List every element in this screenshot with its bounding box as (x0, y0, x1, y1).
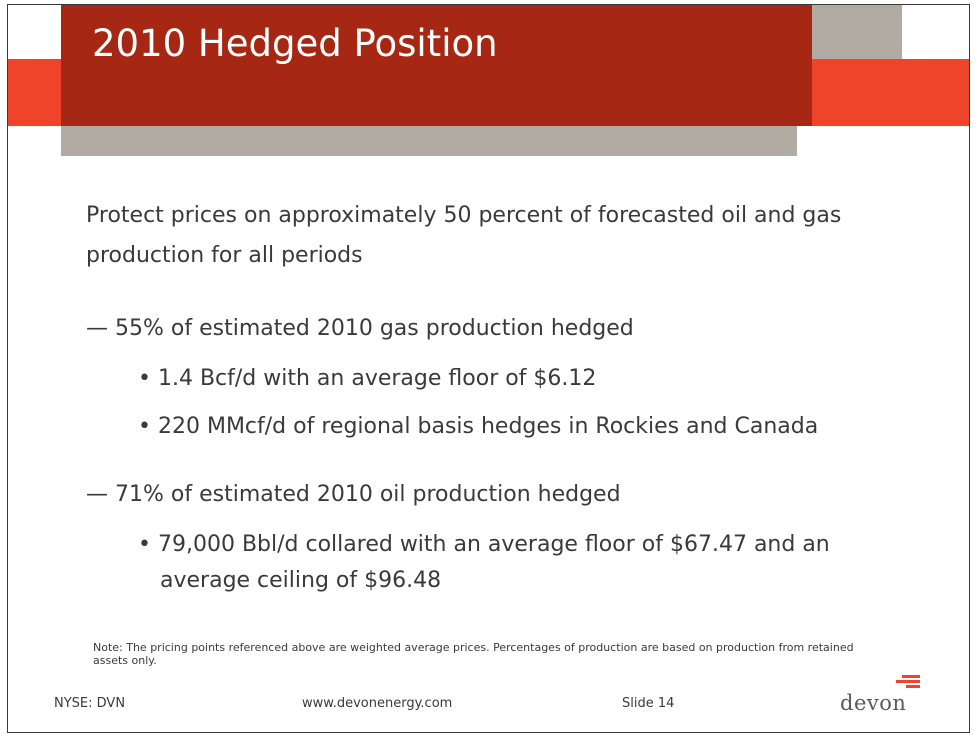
footer-website[interactable]: www.devonenergy.com (302, 696, 453, 711)
bullet-icon: • (138, 366, 151, 391)
logo-bar-icon (906, 685, 920, 688)
bullet-item: • 220 MMcf/d of regional basis hedges in… (138, 414, 928, 439)
footer-slide-number: Slide 14 (622, 696, 675, 711)
bullet-icon: • (138, 414, 151, 439)
section-heading: — 71% of estimated 2010 oil production h… (86, 482, 621, 507)
slide-title: 2010 Hedged Position (92, 22, 498, 65)
logo-bar-icon (896, 680, 920, 683)
title-banner (61, 5, 812, 126)
section-heading-text: 71% of estimated 2010 oil production hed… (115, 482, 621, 507)
accent-block-left (8, 59, 61, 126)
section-heading-text: 55% of estimated 2010 gas production hed… (115, 316, 634, 341)
dash: — (86, 316, 108, 341)
bullet-text: 220 MMcf/d of regional basis hedges in R… (157, 414, 819, 439)
devon-logo: devon (840, 675, 920, 717)
gray-block-top (812, 5, 902, 59)
accent-block-right (812, 59, 969, 126)
intro-text: Protect prices on approximately 50 perce… (86, 203, 842, 268)
section-heading: — 55% of estimated 2010 gas production h… (86, 316, 634, 341)
bullet-icon: • (138, 532, 151, 557)
dash: — (86, 482, 108, 507)
slide: 2010 Hedged Position Protect prices on a… (7, 4, 970, 733)
logo-bar-icon (902, 675, 920, 678)
logo-text: devon (840, 691, 907, 715)
footnote: Note: The pricing points referenced abov… (93, 641, 854, 667)
bullet-text: 79,000 Bbl/d collared with an average fl… (157, 532, 830, 593)
bullet-item: • 1.4 Bcf/d with an average floor of $6.… (138, 366, 918, 391)
footer-ticker: NYSE: DVN (54, 696, 126, 711)
gray-bar (61, 126, 797, 156)
bullet-item: • 79,000 Bbl/d collared with an average … (138, 527, 920, 599)
bullet-text: 1.4 Bcf/d with an average floor of $6.12 (157, 366, 597, 391)
